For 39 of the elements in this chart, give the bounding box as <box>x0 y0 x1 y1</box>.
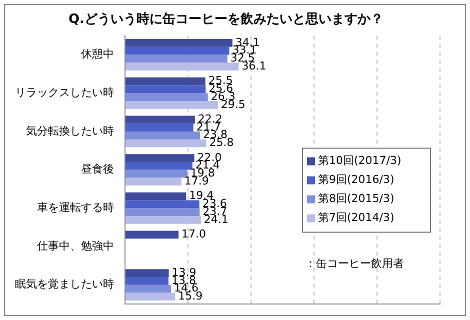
bar <box>126 178 182 186</box>
bar <box>126 116 195 124</box>
bar <box>126 162 192 170</box>
bar <box>126 124 194 132</box>
bar <box>126 85 206 94</box>
annotation: ：缶コーヒー飲用者 <box>305 256 404 270</box>
y-tick-label: 休憩中 <box>81 48 114 61</box>
bar <box>126 230 179 239</box>
bar <box>126 208 200 216</box>
y-tick-label: 昼食後 <box>81 162 114 176</box>
bar <box>126 200 200 208</box>
legend-label: 第8回(2015/3) <box>318 192 394 206</box>
bar <box>126 46 230 55</box>
bar <box>126 216 201 224</box>
bar <box>126 39 232 47</box>
bar <box>126 192 186 200</box>
y-tick-label: 気分転換したい時 <box>26 124 114 138</box>
bar <box>126 269 169 277</box>
bar <box>126 284 171 293</box>
bar <box>126 54 228 63</box>
bar <box>126 154 194 162</box>
chart-title: Q.どういう時に缶コーヒーを飲みたいと思いますか？ <box>68 12 384 28</box>
legend-label: 第7回(2014/3) <box>318 211 394 224</box>
bar <box>126 292 176 301</box>
y-tick-label: リラックスしたい時 <box>15 86 114 99</box>
bar <box>126 131 200 140</box>
y-tick-label: 眠気を覚ましたい時 <box>15 278 114 291</box>
bar <box>126 62 239 70</box>
bar <box>126 93 208 101</box>
bar <box>126 77 206 86</box>
legend-label: 第10回(2017/3) <box>318 154 402 168</box>
bar <box>126 276 168 285</box>
y-tick-label: 車を運転する時 <box>37 201 114 214</box>
bar <box>126 100 218 109</box>
legend-label: 第9回(2016/3) <box>318 173 394 186</box>
data-label: 17.0 <box>182 228 206 241</box>
bar <box>126 139 206 148</box>
bar <box>126 170 188 178</box>
y-tick-label: 仕事中、勉強中 <box>37 239 114 252</box>
